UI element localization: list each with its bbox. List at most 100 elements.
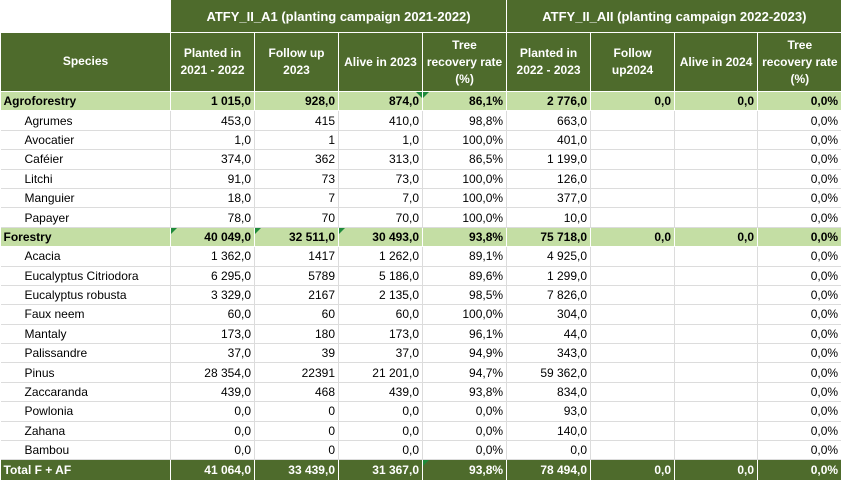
table-row: Pinus 28 354,0 22391 21 201,0 94,7% 59 3… [0,362,841,383]
planted-a1-cell: 18,0 [170,188,255,209]
total-label: Total F + AF [0,459,171,480]
alive-a1-cell: 31 367,0 [338,459,423,480]
alive-a2-cell [674,401,759,422]
planted-a2-header: Planted in 2022 - 2023 [506,32,591,92]
rate-a1-cell: 89,6% [422,266,508,286]
planted-a1-cell: 0,0 [170,440,255,461]
alive-a2-cell [674,149,759,170]
rate-a2-cell: 0,0% [757,266,841,286]
category-row-forestry: Forestry 40 049,0 32 511,0 30 493,0 93,8… [0,227,841,248]
rate-a2-cell: 0,0% [757,91,841,112]
alive-a2-cell [674,246,759,267]
alive-a1-cell: 313,0 [338,149,423,170]
alive-a1-cell: 874,0 [338,91,423,112]
follow-a1-cell: 928,0 [254,91,339,112]
alive-a2-cell: 0,0 [674,459,759,480]
follow-a2-cell [590,401,676,422]
species-name: Faux neem [0,304,171,325]
alive-a1-cell: 2 135,0 [338,285,423,306]
table-row: Caféier 374,0 362 313,0 86,5% 1 199,0 0,… [0,149,841,170]
follow-a2-cell [590,324,676,345]
rate-a1-cell: 98,8% [422,110,508,131]
rate-a2-cell: 0,0% [757,343,841,364]
planted-a2-cell: 343,0 [506,343,592,364]
follow-a2-cell: 0,0 [590,227,676,248]
planted-a1-cell: 0,0 [170,401,255,422]
planted-a1-cell: 374,0 [170,149,255,170]
species-name: Papayer [0,207,171,228]
table-row: Agrumes 453,0 415 410,0 98,8% 663,0 0,0% [0,110,841,131]
alive-a1-cell: 0,0 [338,440,423,461]
rate-a2-cell: 0,0% [757,110,841,131]
alive-a1-cell: 1,0 [338,130,423,151]
category-name: Forestry [0,227,171,248]
rate-a2-cell: 0,0% [757,324,841,345]
follow-a2-cell [590,188,676,209]
alive-a1-cell: 21 201,0 [338,362,423,383]
follow-a1-cell: 5789 [254,266,339,286]
rate-a2-cell: 0,0% [757,188,841,209]
follow-a1-cell: 70 [254,207,339,228]
rate-a1-cell: 100,0% [422,207,508,228]
rate-a2-cell: 0,0% [757,130,841,151]
planted-a1-cell: 3 329,0 [170,285,255,306]
follow-a2-cell [590,362,676,383]
follow-a1-cell: 60 [254,304,339,325]
alive-a2-cell [674,266,759,286]
follow-a1-cell: 1417 [254,246,339,267]
alive-a2-cell [674,285,759,306]
alive-a2-cell: 0,0 [674,227,759,248]
species-name: Acacia [0,246,171,267]
species-name: Zaccaranda [0,382,171,403]
rate-a1-cell: 100,0% [422,304,508,325]
follow-a1-cell: 33 439,0 [254,459,339,480]
blank-corner-cell [0,0,171,33]
follow-a1-cell: 22391 [254,362,339,383]
planted-a2-cell: 4 925,0 [506,246,592,267]
planted-a2-cell: 401,0 [506,130,592,151]
rate-a2-cell: 0,0% [757,362,841,383]
alive-a1-cell: 5 186,0 [338,266,423,286]
alive-a2-cell [674,324,759,345]
alive-a2-cell [674,169,759,189]
category-row-agroforestry: Agroforestry 1 015,0 928,0 874,0 86,1% 2… [0,91,841,112]
alive-a2-cell [674,343,759,364]
planted-a1-cell: 0,0 [170,421,255,442]
total-row: Total F + AF 41 064,0 33 439,0 31 367,0 … [0,459,841,480]
follow-a1-cell: 0 [254,421,339,442]
planted-a2-cell: 126,0 [506,169,592,189]
species-name: Zahana [0,421,171,442]
planted-a2-cell: 1 299,0 [506,266,592,286]
rate-a2-cell: 0,0% [757,382,841,403]
species-header: Species [0,32,171,92]
alive-a1-cell: 0,0 [338,421,423,442]
planted-a1-cell: 173,0 [170,324,255,345]
follow-a1-cell: 73 [254,169,339,189]
category-name: Agroforestry [0,91,171,112]
alive-a1-cell: 60,0 [338,304,423,325]
planted-a1-header: Planted in 2021 - 2022 [170,32,255,92]
rate-a1-cell: 93,8% [422,459,508,480]
planted-a2-cell: 1 199,0 [506,149,592,170]
rate-a2-header: Tree recovery rate (%) [757,32,841,92]
rate-a1-header: Tree recovery rate (%) [421,32,507,92]
follow-a1-cell: 362 [254,149,339,170]
follow-a1-cell: 0 [254,440,339,461]
species-name: Eucalyptus Citriodora [0,266,171,286]
planted-a1-cell: 1 362,0 [170,246,255,267]
rate-a1-cell: 93,8% [422,382,508,403]
table-row: Eucalyptus robusta 3 329,0 2167 2 135,0 … [0,285,841,306]
species-name: Pinus [0,362,171,383]
rate-a1-cell: 94,9% [422,343,508,364]
rate-a2-cell: 0,0% [757,285,841,306]
alive-a2-cell [674,382,759,403]
planted-a2-cell: 75 718,0 [506,227,592,248]
table-row: Bambou 0,0 0 0,0 0,0% 0,0 0,0% [0,440,841,461]
planted-a2-cell: 377,0 [506,188,592,209]
rate-a2-cell: 0,0% [757,421,841,442]
alive-a1-cell: 70,0 [338,207,423,228]
planted-a1-cell: 40 049,0 [170,227,255,248]
follow-a2-cell [590,343,676,364]
species-name: Agrumes [0,110,171,131]
follow-a2-cell [590,207,676,228]
